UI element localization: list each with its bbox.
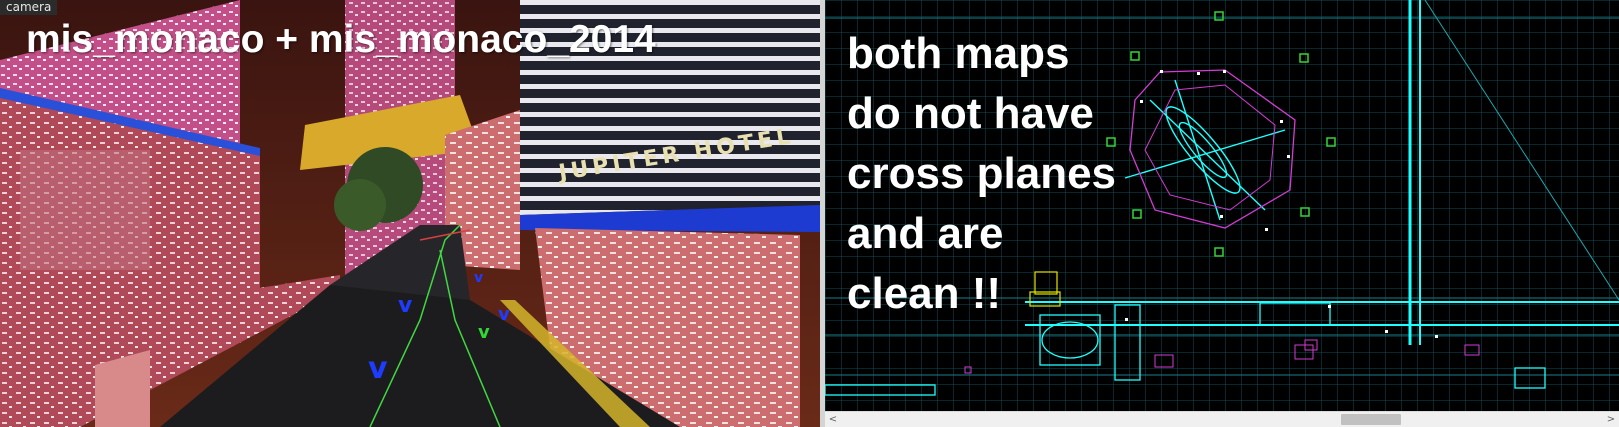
grid-wireframe-render — [825, 0, 1619, 411]
note-line-4: and are — [847, 209, 1004, 258]
scroll-right-arrow-icon[interactable]: > — [1606, 414, 1616, 425]
overlay-title-text: mis_monaco + mis_monaco_2014 — [26, 18, 656, 61]
note-line-2: do not have — [847, 89, 1094, 138]
note-line-5: clean !! — [847, 269, 1002, 318]
camera-view-label: camera — [0, 0, 58, 15]
camera-scene-render: JUPITER HOTEL v v v v v — [0, 0, 820, 427]
scroll-left-arrow-icon[interactable]: < — [828, 414, 838, 425]
overlay-note-text: both maps do not have cross planes and a… — [847, 24, 1116, 324]
viewport-splitter[interactable] — [820, 0, 825, 427]
svg-text:v: v — [368, 351, 388, 386]
note-line-3: cross planes — [847, 149, 1117, 198]
note-line-1: both maps — [847, 29, 1070, 78]
svg-text:v: v — [498, 304, 510, 325]
scrollbar-thumb[interactable] — [1341, 414, 1401, 425]
svg-text:v: v — [398, 293, 413, 318]
svg-text:v: v — [478, 322, 490, 343]
svg-text:v: v — [474, 270, 483, 286]
horizontal-scrollbar[interactable]: < > — [825, 411, 1619, 427]
top-2d-viewport[interactable]: both maps do not have cross planes and a… — [825, 0, 1619, 427]
camera-viewport[interactable]: JUPITER HOTEL v v v v v camera mis_monac… — [0, 0, 820, 427]
